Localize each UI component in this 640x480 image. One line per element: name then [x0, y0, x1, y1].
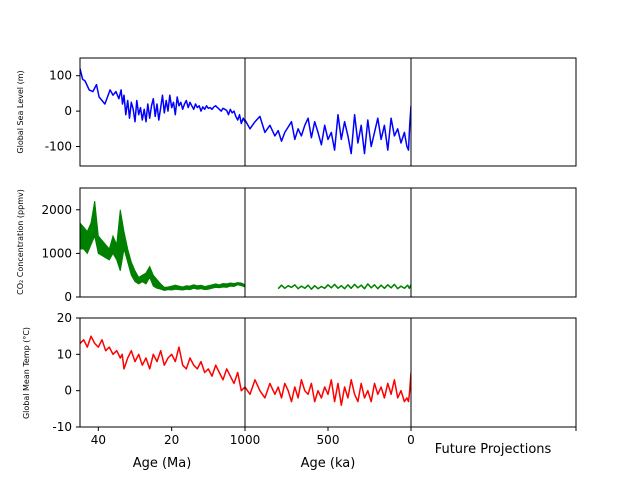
y-tick-label: -10	[52, 420, 72, 434]
panel-frame-future	[410, 187, 577, 298]
y-tick-label: 2000	[41, 203, 72, 217]
temperature-line-ma	[80, 335, 245, 392]
panel-frame-future	[410, 317, 577, 428]
y-tick-label: 10	[57, 347, 72, 361]
co2-band-ma	[80, 201, 245, 292]
sea-level-line-ka	[245, 105, 411, 155]
y-tick-label: 20	[57, 311, 72, 325]
y-tick-label: 1000	[41, 246, 72, 260]
x-tick-label-ka: 1000	[230, 433, 261, 447]
y-tick-label: 0	[64, 290, 72, 304]
ylabel-sea-level: Global Sea Level (m)	[16, 70, 25, 153]
x-tick-label-ma: 40	[91, 433, 106, 447]
panel-frame-future	[410, 57, 577, 167]
xlabel-future: Future Projections	[435, 442, 552, 457]
ylabel-temperature: Global Mean Temp (°C)	[22, 327, 31, 419]
x-tick-label-ma: 20	[164, 433, 179, 447]
temperature-line-ka	[245, 372, 411, 406]
xlabel-age-ma: Age (Ma)	[133, 456, 192, 471]
y-tick-label: -100	[45, 140, 72, 154]
x-tick-label-ka: 500	[317, 433, 340, 447]
x-tick-label-ka: 0	[407, 433, 415, 447]
sea-level-line-ma	[80, 68, 245, 125]
y-tick-label: 0	[64, 384, 72, 398]
y-tick-label: 100	[49, 69, 72, 83]
y-tick-label: 0	[64, 104, 72, 118]
ylabel-co2: CO₂ Concentration (ppmv)	[16, 189, 25, 295]
co2-line-ka	[277, 283, 411, 290]
xlabel-age-ka: Age (ka)	[301, 456, 356, 471]
